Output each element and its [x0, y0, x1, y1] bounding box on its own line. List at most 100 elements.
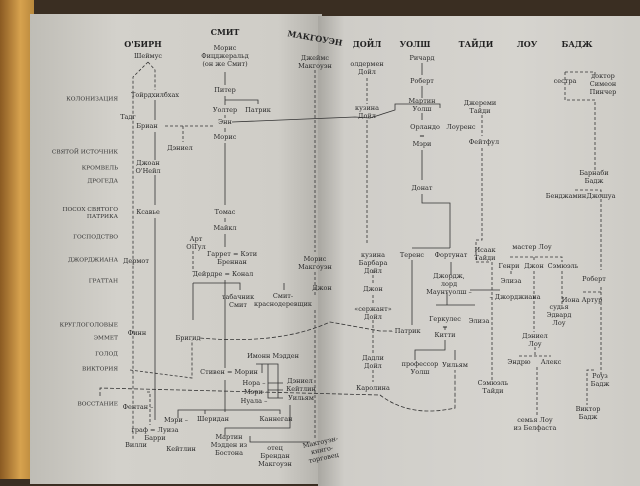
person-name: Иона Артур — [561, 296, 603, 304]
person-name: Генри — [498, 262, 520, 270]
person-name: Майкл — [213, 224, 237, 232]
era-label: ДЖОРДЖИАНА — [68, 257, 118, 264]
person-name: Нуала – — [240, 397, 268, 405]
person-name: мастер Лоу — [512, 243, 552, 251]
person-name: Джон — [363, 285, 383, 293]
person-name: профессор Уолш — [401, 360, 439, 376]
era-label: ГОЛОД — [95, 351, 118, 358]
person-name: Дэниел — [167, 144, 193, 152]
person-name: граф = Луиза Барри — [131, 426, 179, 442]
person-name: Ричард — [409, 54, 435, 62]
person-name: Джордж, лорд Маунтуолш – — [426, 272, 472, 296]
person-name: Элиза — [468, 317, 490, 325]
person-name: Кейтлин — [286, 385, 316, 393]
person-name: Барнаби Бадж — [579, 169, 609, 185]
person-name: Патрик — [245, 106, 271, 114]
person-name: Бенджамин — [545, 192, 587, 200]
person-name: Уильям — [288, 394, 314, 402]
person-name: Шеридан — [197, 415, 229, 423]
person-name: Гаррет = Кэти Бреннан — [206, 250, 258, 266]
person-name: Роуз Бадж — [590, 372, 610, 388]
person-name: Дермот — [123, 257, 149, 265]
person-name: «сержант» Дойл — [354, 305, 392, 321]
person-name: Дэниел — [287, 377, 313, 385]
person-name: табачник Смит — [221, 293, 255, 309]
person-name: Эндрю — [507, 358, 531, 366]
person-name: Вилли — [125, 441, 147, 449]
person-name: сестра — [553, 77, 577, 85]
person-name: судья Эдвард Лоу — [546, 303, 572, 327]
person-name: Морис Макгоуэн — [298, 255, 332, 271]
person-name: Дэниел Лоу — [522, 332, 548, 348]
person-name: Джеймс Макгоуэн — [298, 54, 332, 70]
person-name: Арт О'Тул — [186, 235, 206, 251]
person-name: Джошуа — [586, 192, 616, 200]
person-name: Нора – — [242, 379, 266, 387]
era-label: ГРАТТАН — [88, 278, 118, 285]
person-name: Дадли Дойл — [362, 354, 384, 370]
person-name: Фейтфул — [468, 138, 500, 146]
era-label: ДРОГЕДА — [87, 178, 118, 185]
person-name: Уолтер — [212, 106, 238, 114]
person-name: Морис Фицджеральд (он же Смит) — [201, 44, 249, 68]
era-label: ЭММЕТ — [93, 335, 118, 342]
person-name: Бригид — [175, 334, 201, 342]
person-name: кузина Дойл — [355, 104, 379, 120]
person-name: Уильям — [442, 361, 468, 369]
person-name: Смит- краснодеревщик — [254, 292, 312, 308]
person-name: Кейтлин — [166, 445, 196, 453]
family-header: УОЛШ — [399, 39, 431, 49]
era-label: КРУГЛОГОЛОВЫЕ — [59, 322, 118, 329]
era-label: КОЛОНИЗАЦИЯ — [66, 96, 118, 103]
book-cover-edge — [0, 0, 34, 479]
era-label: ВИКТОРИЯ — [81, 366, 118, 373]
person-name: Фентан – — [122, 403, 154, 411]
person-name: Роберт — [410, 77, 434, 85]
person-name: Ксавье — [136, 208, 160, 216]
person-name: Роберт — [582, 275, 606, 283]
person-name: отец Брендан Макгоуэн — [258, 444, 292, 468]
person-name: кузина Барбара Дойл — [358, 251, 388, 275]
era-label: ГОСПОДСТВО — [73, 234, 118, 241]
person-name: Алекс — [540, 358, 562, 366]
person-name: Морис — [213, 133, 237, 141]
person-name: Каролина — [356, 384, 390, 392]
person-name: Джон — [312, 284, 332, 292]
left-page — [30, 14, 322, 484]
family-header: СМИТ — [210, 27, 240, 37]
person-name: Донат — [411, 184, 433, 192]
person-name: Шеймус — [133, 52, 163, 60]
person-name: Питер — [214, 86, 236, 94]
person-name: Сэмюэль — [547, 262, 579, 270]
person-name: Сэмюэль Тайди — [477, 379, 509, 395]
family-header: ДОЙЛ — [352, 39, 382, 49]
person-name: Элиза — [500, 277, 522, 285]
person-name: – Патрик — [389, 327, 421, 335]
person-name: Лоуренс — [446, 123, 476, 131]
person-name: = Мэри — [412, 132, 432, 148]
person-name: Мартин Мэдден из Бостона — [210, 433, 248, 457]
family-header: БАДЖ — [561, 39, 593, 49]
person-name: Энн — [218, 118, 232, 126]
family-header: ЛОУ — [516, 39, 538, 49]
person-name: Исаак Тайди — [474, 246, 496, 262]
person-name: Томас — [214, 208, 236, 216]
person-name: Каннеган — [259, 415, 293, 423]
person-name: Имонн Мэдден — [247, 352, 299, 360]
person-name: Мэри – — [163, 416, 189, 424]
era-label: КРОМВЕЛЬ — [81, 165, 118, 172]
person-name: олдермен Дойл — [350, 60, 384, 76]
person-name: доктор Симеон Пинчер — [589, 72, 617, 96]
person-name: Орландо — [410, 123, 440, 131]
era-label: ПОСОХ СВЯТОГО ПАТРИКА — [62, 207, 118, 220]
person-name: Джон — [524, 262, 544, 270]
era-label: СВЯТОЙ ИСТОЧНИК — [51, 149, 118, 156]
person-name: Джоан О'Нейл — [135, 159, 161, 175]
person-name: Джереми Тайди — [463, 99, 497, 115]
person-name: Дейрдре = Конал — [192, 270, 254, 278]
person-name: Геркулес = Китти — [429, 315, 461, 339]
person-name: Тойрдхилбхах — [131, 91, 179, 99]
person-name: Тадг — [120, 113, 136, 121]
person-name: – Джорджиана — [489, 293, 541, 301]
